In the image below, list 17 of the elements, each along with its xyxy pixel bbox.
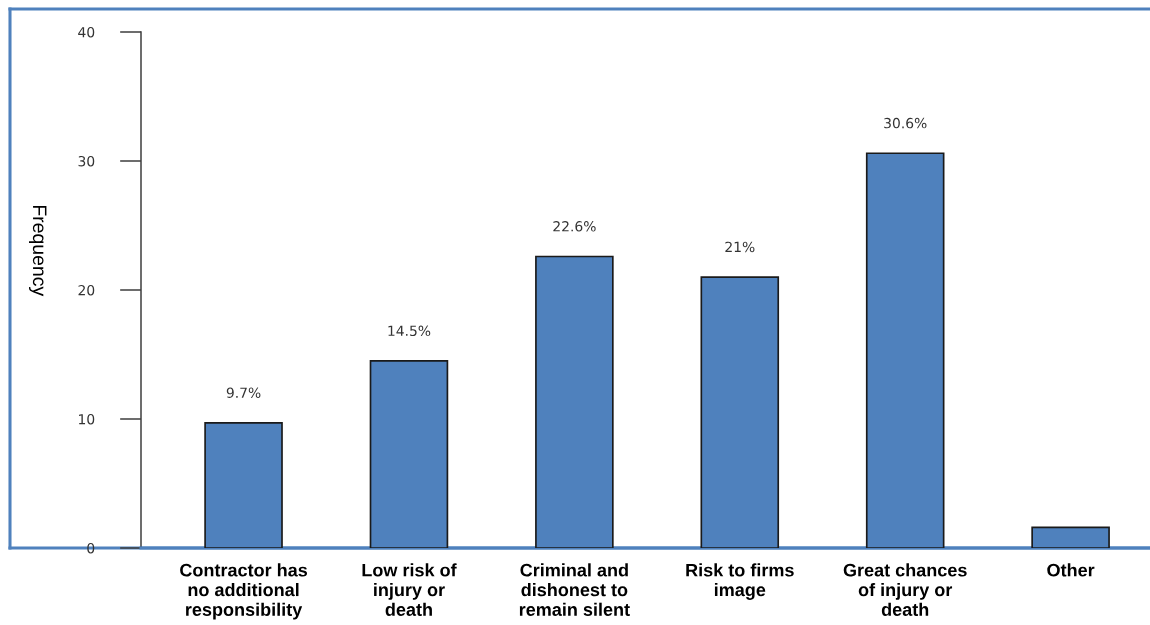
x-tick-label: Great chances of injury or death xyxy=(843,563,967,616)
data-label: 9.7% xyxy=(226,387,261,398)
data-label: 30.6% xyxy=(884,117,927,129)
data-label: 21% xyxy=(725,241,755,253)
x-tick-label: Criminal and dishonest to remain silent xyxy=(519,563,630,616)
y-tick-label: 40 xyxy=(78,26,95,38)
y-axis-title: Frequency xyxy=(29,205,47,297)
data-label: 14.5% xyxy=(388,325,431,337)
x-tick-label: Contractor has no additional responsibility xyxy=(180,563,308,620)
data-label: 22.6% xyxy=(553,221,596,232)
y-tick-label: 20 xyxy=(78,284,95,296)
y-tick-label: 30 xyxy=(78,155,95,167)
y-tick-label: 10 xyxy=(79,413,95,425)
x-tick-label: Other xyxy=(1047,563,1095,577)
y-tick-label: 0 xyxy=(87,542,95,554)
x-tick-label: Risk to firms image xyxy=(686,563,794,600)
x-tick-label: Low risk of injury or death xyxy=(362,563,457,616)
